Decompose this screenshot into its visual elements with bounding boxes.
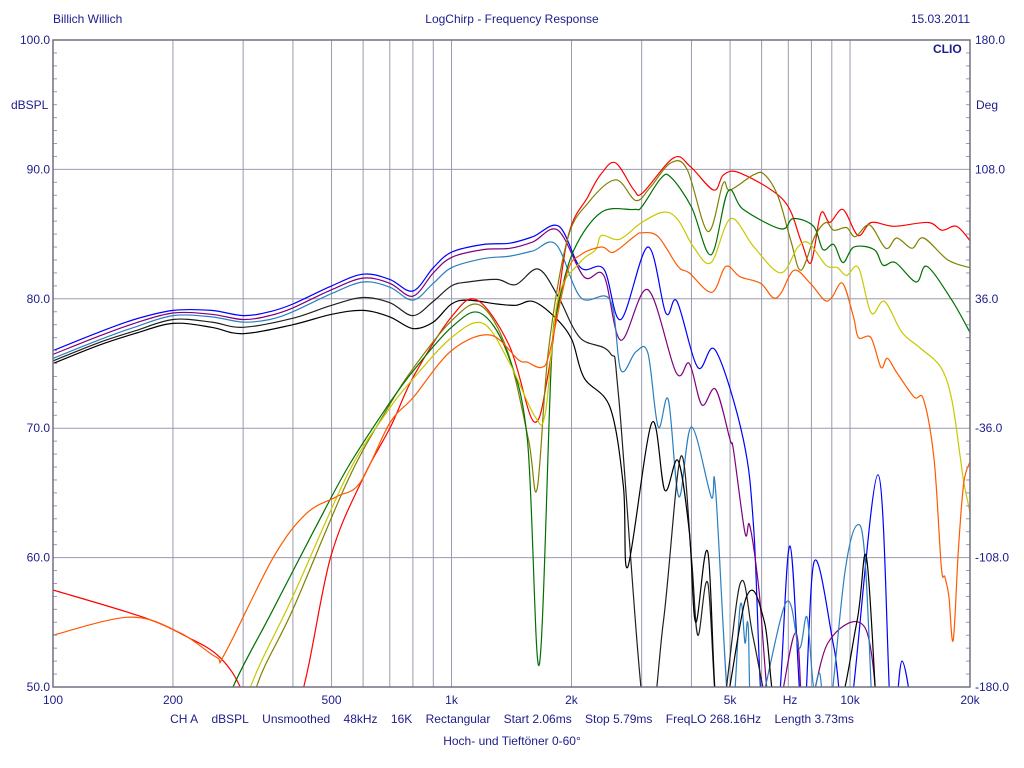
y-tick-label-left: 60.0 [27, 551, 51, 565]
series-woofer-3 [53, 241, 872, 687]
y-axis-label-right: Deg [976, 98, 999, 112]
y-tick-label-left: 50.0 [27, 680, 51, 694]
series-woofer-5 [53, 299, 876, 687]
freq-lo: FreqLO 268.16Hz [665, 712, 762, 726]
x-tick-label: 20k [960, 693, 980, 707]
x-tick-label: Hz [783, 693, 798, 707]
unit: dBSPL [211, 712, 249, 726]
length: Length 3.73ms [774, 712, 854, 726]
y-tick-label-left: 80.0 [27, 292, 51, 306]
x-tick-label: 5k [724, 693, 738, 707]
series-woofer-2 [53, 228, 876, 687]
clio-logo: CLIO [933, 42, 962, 56]
chart-title: LogChirp - Frequency Response [425, 12, 599, 26]
y-tick-label-left: 100.0 [20, 33, 50, 47]
measurement-settings: CH A dBSPL Unsmoothed 48kHz 16K Rectangu… [0, 712, 1024, 726]
series-tweeter-3 [232, 173, 970, 687]
series-woofer-1 [53, 224, 910, 687]
chart-subtitle: Hoch- und Tieftöner 0-60° [443, 734, 581, 748]
curves [53, 155, 970, 687]
x-tick-label: 10k [840, 693, 860, 707]
series-tweeter-5 [53, 231, 970, 664]
series-tweeter-1 [53, 155, 970, 687]
x-tick-label: 500 [322, 693, 342, 707]
plot-frame [52, 39, 971, 688]
x-tick-label: 200 [163, 693, 183, 707]
company-name: Billich Willich [53, 12, 123, 26]
y-tick-label-right: 108.0 [975, 162, 1005, 176]
y-tick-label-right: -36.0 [975, 421, 1003, 435]
x-tick-label: 100 [43, 693, 63, 707]
start-time: Start 2.06ms [503, 712, 572, 726]
y-tick-label-left: 90.0 [27, 162, 51, 176]
smoothing: Unsmoothed [262, 712, 331, 726]
fft-size: 16K [390, 712, 413, 726]
grid [53, 40, 970, 687]
y-tick-label-right: 180.0 [975, 33, 1005, 47]
y-axis-label-left: dBSPL [11, 98, 49, 112]
channel: CH A [170, 712, 199, 726]
series-tweeter-2 [255, 160, 970, 687]
x-tick-label: 2k [565, 693, 579, 707]
measurement-date: 15.03.2011 [910, 12, 970, 26]
y-tick-label-left: 70.0 [27, 421, 51, 435]
y-tick-label-right: -180.0 [975, 680, 1009, 694]
axes: 100.0 90.0 80.0 70.0 60.0 50.0 180.0 108.0 36.0 -… [20, 33, 1009, 707]
y-tick-label-right: -108.0 [975, 551, 1009, 565]
x-tick-label: 1k [445, 693, 459, 707]
window: Rectangular [425, 712, 491, 726]
stop-time: Stop 5.79ms [585, 712, 653, 726]
y-tick-label-right: 36.0 [975, 292, 999, 306]
series-woofer-4 [53, 268, 764, 687]
series-tweeter-4 [249, 211, 970, 687]
sample-rate: 48kHz [343, 712, 378, 726]
